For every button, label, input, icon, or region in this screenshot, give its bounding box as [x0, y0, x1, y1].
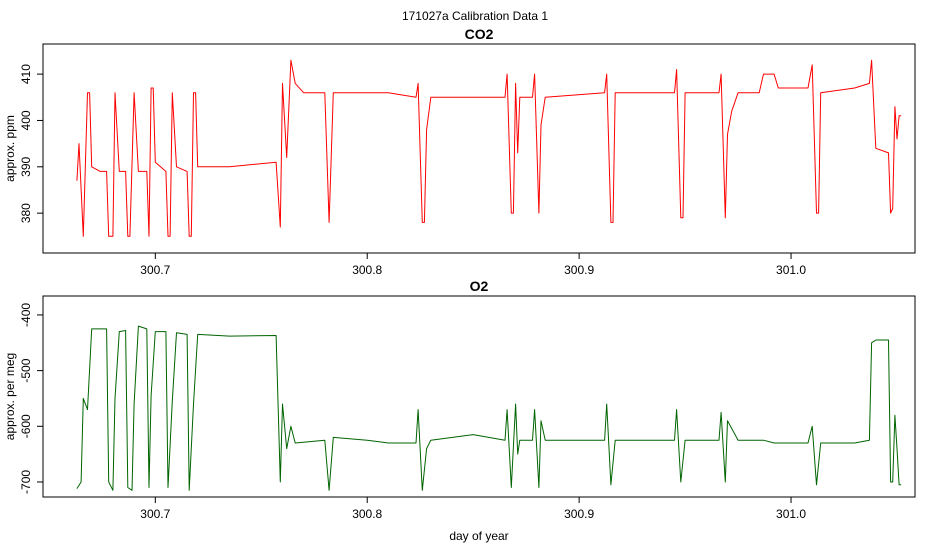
x-tick-label: 300.7 — [140, 507, 170, 521]
data-line — [76, 325, 902, 491]
y-tick-label: 380 — [19, 203, 33, 223]
x-axis-label: day of year — [449, 529, 508, 543]
y-tick-label: -500 — [19, 358, 33, 382]
x-tick-label: 300.7 — [140, 263, 170, 277]
y-tick-label: -400 — [19, 303, 33, 327]
x-tick-label: 300.8 — [352, 507, 382, 521]
y-tick-label: -700 — [19, 470, 33, 494]
plot-frame — [42, 43, 916, 254]
y-axis-label: approx. per meg — [3, 353, 17, 440]
chart-title: O2 — [470, 278, 489, 294]
x-tick-label: 300.9 — [564, 263, 594, 277]
y-tick-label: 390 — [19, 156, 33, 176]
y-tick-label: 410 — [19, 64, 33, 84]
x-tick-label: 300.8 — [352, 263, 382, 277]
plot-frame — [42, 295, 916, 498]
chart-title: CO2 — [465, 26, 494, 42]
page-title: 171027a Calibration Data 1 — [402, 9, 548, 23]
x-tick-label: 301.0 — [776, 507, 806, 521]
y-tick-label: -600 — [19, 414, 33, 438]
y-axis-label: approx. ppm — [3, 115, 17, 182]
y-tick-label: 400 — [19, 110, 33, 130]
data-line — [76, 59, 902, 237]
x-tick-label: 301.0 — [776, 263, 806, 277]
x-tick-label: 300.9 — [564, 507, 594, 521]
